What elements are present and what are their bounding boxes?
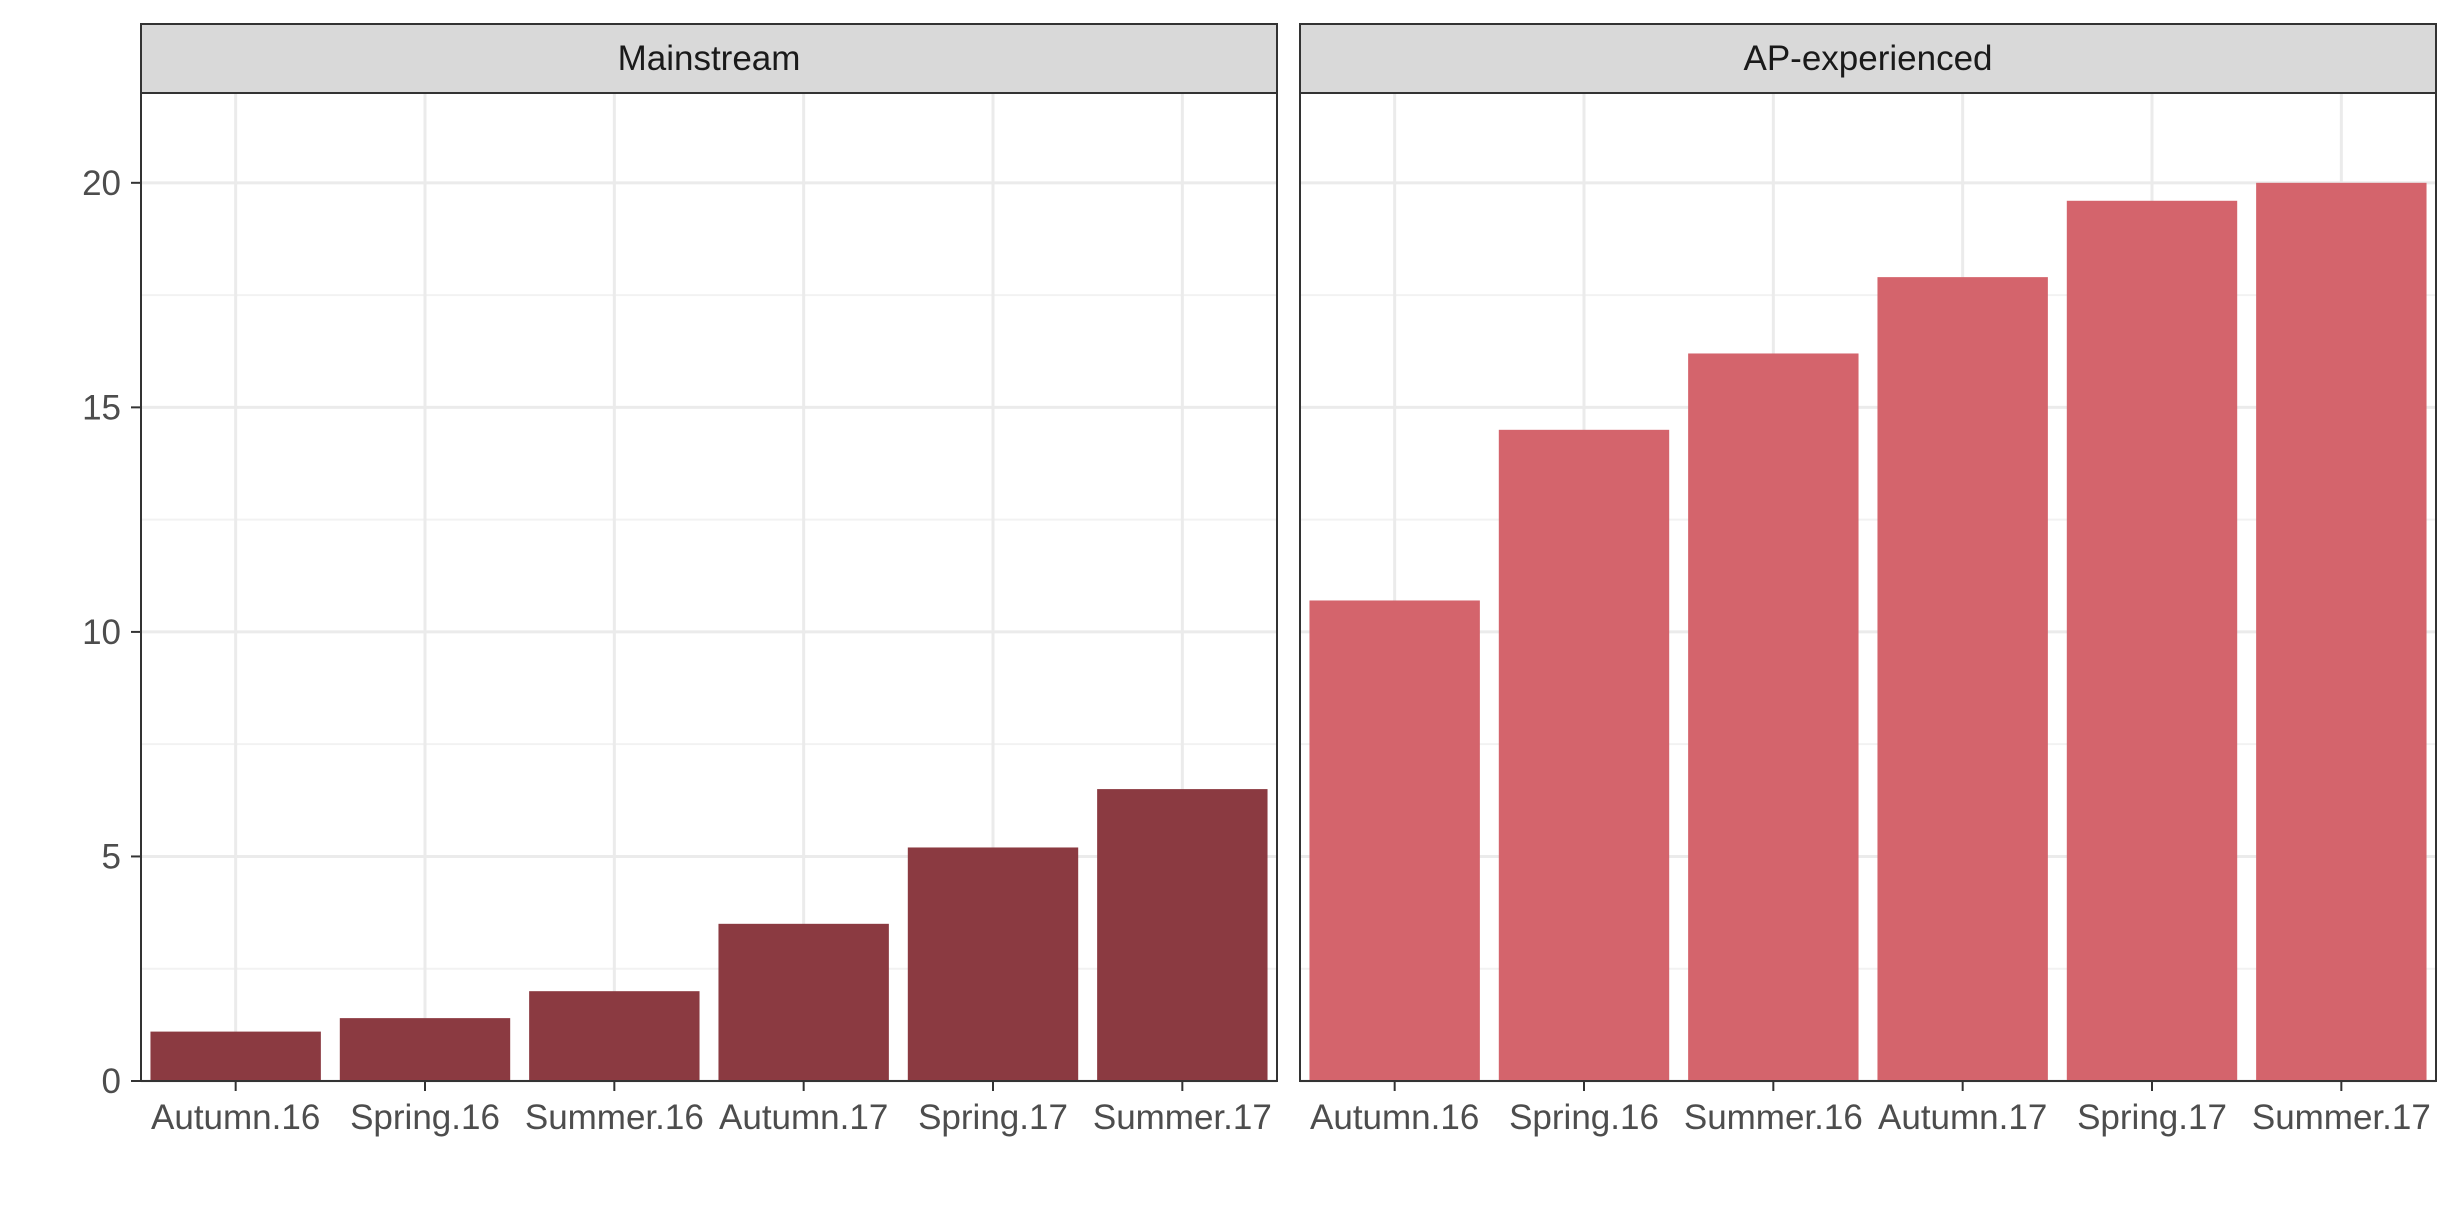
- panel-title: AP-experienced: [1743, 39, 1992, 78]
- bar: [1498, 429, 1670, 1081]
- bar: [150, 1031, 321, 1081]
- x-tick-label: Summer.16: [525, 1098, 704, 1137]
- x-tick-label: Summer.16: [1684, 1098, 1863, 1137]
- y-tick-label: 20: [82, 164, 121, 203]
- x-tick-label: Summer.17: [1093, 1098, 1272, 1137]
- y-tick-label: 15: [82, 388, 121, 427]
- bar: [718, 923, 889, 1081]
- panel-background: [141, 93, 1277, 1081]
- x-tick-label: Spring.16: [1509, 1098, 1659, 1137]
- x-tick-label: Autumn.16: [1310, 1098, 1479, 1137]
- x-axis: Autumn.16 Spring.16 Summer.16 Autumn.17 Spri…: [1310, 1081, 2431, 1137]
- x-tick-label: Spring.16: [350, 1098, 500, 1137]
- x-tick-label: Spring.17: [918, 1098, 1068, 1137]
- bar: [1877, 277, 2048, 1081]
- y-tick-label: 0: [102, 1062, 121, 1101]
- x-tick-label: Autumn.17: [719, 1098, 888, 1137]
- bar: [1097, 789, 1268, 1081]
- y-tick-label: 5: [102, 837, 121, 876]
- x-tick-label: Autumn.17: [1878, 1098, 2047, 1137]
- x-tick-label: Spring.17: [2077, 1098, 2227, 1137]
- bar: [1309, 600, 1480, 1081]
- panel-mainstream: Mainstream Autumn.16 Spring.16 Summer.16 Au…: [140, 23, 1278, 1137]
- x-tick-label: Autumn.16: [151, 1098, 320, 1137]
- bar: [2066, 200, 2238, 1082]
- bar: [339, 1018, 511, 1081]
- y-axis: 0 5 10 15 20: [82, 164, 141, 1101]
- panel-background: [1300, 93, 2436, 1081]
- bar: [1688, 353, 1859, 1081]
- panel-title: Mainstream: [618, 39, 801, 78]
- x-axis: Autumn.16 Spring.16 Summer.16 Autumn.17 Spri…: [151, 1081, 1272, 1137]
- panel-ap-experienced: AP-experienced Autumn.16 Spring.16 Summer.…: [1299, 23, 2437, 1137]
- x-tick-label: Summer.17: [2252, 1098, 2431, 1137]
- panel-strip: [1299, 23, 2437, 94]
- bar: [907, 847, 1079, 1081]
- bar: [2256, 182, 2427, 1081]
- y-tick-label: 10: [82, 613, 121, 652]
- bar: [529, 991, 700, 1081]
- panel-bars: [150, 789, 1268, 1081]
- panel-strip: [140, 23, 1278, 94]
- panel-bars: [1309, 182, 2427, 1082]
